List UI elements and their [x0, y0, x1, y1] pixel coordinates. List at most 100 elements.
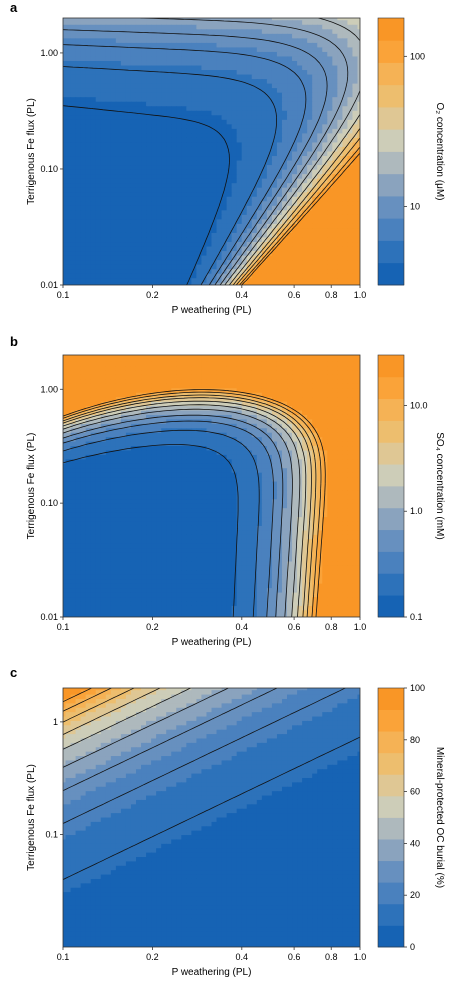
heatmap-cell	[307, 366, 313, 372]
heatmap-cell	[347, 388, 354, 394]
heatmap-cell	[206, 264, 213, 270]
heatmap-cell	[110, 196, 117, 202]
heatmap-cell	[135, 18, 142, 21]
heatmap-cell	[161, 165, 167, 171]
heatmap-cell	[271, 357, 278, 363]
heatmap-cell	[312, 47, 318, 53]
heatmap-cell	[105, 406, 112, 412]
heatmap-cell	[352, 406, 359, 412]
heatmap-cell	[95, 18, 102, 21]
heatmap-cell	[256, 42, 263, 49]
heatmap-cell	[287, 397, 293, 403]
heatmap-cell	[85, 410, 92, 416]
heatmap-cell	[241, 156, 248, 162]
heatmap-cell	[80, 196, 87, 202]
heatmap-cell	[271, 20, 278, 26]
heatmap-cell	[85, 273, 92, 279]
heatmap-cell	[241, 165, 248, 171]
heatmap-cell	[100, 133, 107, 139]
heatmap-cell	[90, 397, 97, 403]
heatmap-cell	[206, 260, 213, 266]
heatmap-cell	[171, 260, 177, 266]
heatmap-cell	[63, 51, 67, 58]
heatmap-cell	[307, 56, 313, 62]
heatmap-cell	[297, 355, 303, 358]
heatmap-cell	[186, 374, 192, 381]
heatmap-cell	[352, 29, 359, 35]
heatmap-cell	[95, 374, 102, 381]
heatmap-cell	[186, 273, 192, 279]
heatmap-cell	[327, 119, 333, 125]
heatmap-cell	[181, 228, 187, 234]
heatmap-cell	[276, 419, 283, 425]
heatmap-cell	[287, 29, 293, 35]
heatmap-cell	[327, 56, 333, 62]
heatmap-cell	[266, 128, 273, 134]
heatmap-cell	[281, 397, 288, 403]
heatmap-cell	[115, 282, 122, 285]
heatmap-cell	[191, 205, 197, 211]
heatmap-cell	[261, 355, 268, 358]
heatmap-cell	[130, 388, 137, 394]
heatmap-cell	[80, 142, 87, 148]
heatmap-cell	[342, 146, 349, 153]
heatmap-cell	[226, 361, 233, 367]
heatmap-cell	[221, 192, 228, 198]
heatmap-cell	[151, 56, 157, 62]
heatmap-cell	[216, 106, 223, 112]
heatmap-cell	[216, 160, 223, 166]
heatmap-cell	[146, 278, 152, 284]
heatmap-cell	[65, 183, 72, 189]
heatmap-cell	[332, 428, 338, 434]
heatmap-cell	[181, 183, 187, 189]
heatmap-cell	[141, 201, 147, 207]
heatmap-cell	[105, 192, 112, 198]
heatmap-cell	[85, 260, 92, 266]
heatmap-cell	[125, 278, 132, 284]
heatmap-cell	[135, 151, 142, 157]
heatmap-cell	[307, 165, 313, 171]
heatmap-cell	[156, 151, 162, 157]
heatmap-cell	[221, 246, 228, 252]
heatmap-cell	[95, 423, 102, 429]
heatmap-cell	[161, 219, 167, 225]
heatmap-cell	[307, 201, 313, 207]
heatmap-cell	[342, 432, 349, 438]
heatmap-cell	[347, 192, 354, 198]
heatmap-cell	[90, 246, 97, 252]
heatmap-cell	[241, 88, 248, 94]
heatmap-cell	[266, 370, 273, 376]
heatmap-cell	[332, 379, 338, 385]
heatmap-cell	[261, 219, 268, 225]
heatmap-cell	[221, 282, 228, 285]
heatmap-cell	[166, 278, 172, 284]
heatmap-cell	[352, 214, 359, 220]
heatmap-cell	[266, 228, 273, 234]
heatmap-cell	[63, 24, 67, 30]
heatmap-cell	[302, 142, 308, 148]
heatmap-cell	[70, 264, 77, 270]
heatmap-cell	[312, 432, 318, 438]
heatmap-cell	[226, 187, 233, 193]
heatmap-cell	[176, 246, 182, 252]
heatmap-cell	[181, 414, 187, 420]
heatmap-cell	[357, 65, 360, 71]
heatmap-cell	[85, 366, 92, 372]
heatmap-cell	[141, 260, 147, 266]
heatmap-cell	[110, 232, 117, 239]
heatmap-cell	[302, 29, 308, 35]
heatmap-cell	[246, 246, 253, 252]
heatmap-cell	[196, 232, 203, 239]
heatmap-cell	[80, 269, 87, 275]
heatmap-cell	[357, 169, 360, 175]
heatmap-cell	[191, 183, 197, 189]
heatmap-cell	[337, 60, 343, 67]
heatmap-cell	[176, 251, 182, 257]
heatmap-cell	[141, 29, 147, 35]
heatmap-cell	[241, 160, 248, 166]
heatmap-cell	[100, 42, 107, 49]
heatmap-cell	[100, 210, 107, 216]
heatmap-cell	[327, 160, 333, 166]
heatmap-cell	[292, 42, 298, 49]
heatmap-cell	[206, 165, 213, 171]
